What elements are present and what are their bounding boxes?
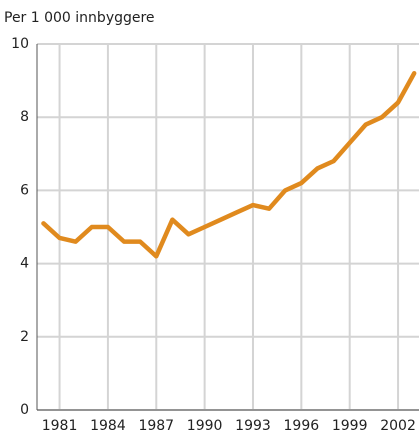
- y-tick-label: 6: [20, 182, 29, 198]
- x-tick-label: 1984: [90, 418, 126, 434]
- y-tick-label: 10: [11, 36, 29, 52]
- y-tick-label: 8: [20, 109, 29, 125]
- x-tick-label: 1987: [138, 418, 174, 434]
- y-tick-label: 0: [20, 402, 29, 418]
- x-tick-label: 1993: [235, 418, 271, 434]
- x-tick-label: 1999: [332, 418, 368, 434]
- x-tick-label: 1996: [284, 418, 320, 434]
- y-tick-label: 2: [20, 329, 29, 345]
- x-tick-label: 2002: [380, 418, 416, 434]
- y-axis-label: Per 1 000 innbyggere: [4, 10, 155, 26]
- data-line: [41, 71, 417, 259]
- y-tick-label: 4: [20, 256, 29, 272]
- x-tick-label: 1981: [42, 418, 78, 434]
- x-tick-label: 1990: [187, 418, 223, 434]
